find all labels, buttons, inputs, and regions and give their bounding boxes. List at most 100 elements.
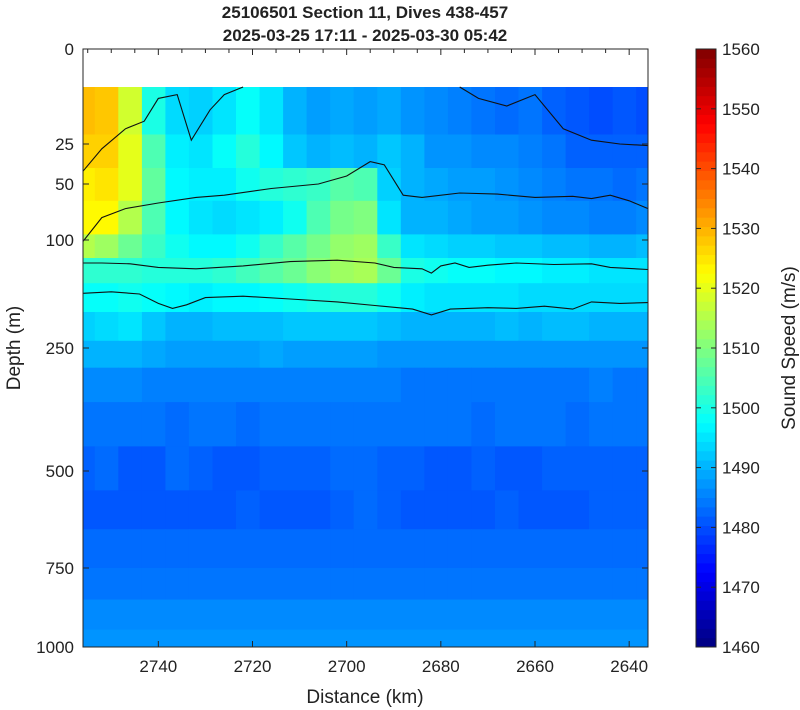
heatmap-cell xyxy=(141,234,166,259)
colorbar-label: Sound Speed (m/s) xyxy=(779,266,800,430)
heatmap-cell xyxy=(495,490,520,530)
heatmap-cell xyxy=(589,340,614,369)
heatmap-cell xyxy=(565,599,590,631)
heatmap-cell xyxy=(330,234,355,259)
x-axis-label: Distance (km) xyxy=(306,687,423,708)
heatmap-cell xyxy=(400,446,425,491)
heatmap-cell xyxy=(212,529,237,569)
heatmap-cell xyxy=(259,340,284,369)
heatmap-cell xyxy=(424,134,449,169)
heatmap-cell xyxy=(353,200,378,235)
heatmap-cell xyxy=(518,200,543,235)
colorbar-segment xyxy=(696,133,716,143)
colorbar-tick-label: 1500 xyxy=(722,399,760,418)
heatmap-cell xyxy=(236,200,261,235)
heatmap-cell xyxy=(518,87,543,136)
heatmap-cell xyxy=(565,200,590,235)
colorbar-segment xyxy=(696,534,716,545)
heatmap-cell xyxy=(165,200,190,235)
colorbar-segment xyxy=(696,572,716,583)
heatmap-cell xyxy=(118,258,143,284)
heatmap-cell xyxy=(259,134,284,169)
heatmap-cell xyxy=(306,283,331,313)
y-tick-label: 250 xyxy=(46,339,74,358)
heatmap-cell xyxy=(165,529,190,569)
heatmap-cell xyxy=(306,367,331,403)
heatmap-cell xyxy=(471,629,496,647)
heatmap-cell xyxy=(424,283,449,313)
heatmap-cell xyxy=(118,367,143,403)
heatmap-cell xyxy=(542,490,567,530)
colorbar-segment xyxy=(696,469,716,480)
heatmap-cell xyxy=(612,312,637,342)
heatmap-cell xyxy=(212,568,237,601)
heatmap-cell xyxy=(330,599,355,631)
colorbar-segment xyxy=(696,348,716,358)
heatmap-cell xyxy=(212,283,237,313)
heatmap-cell xyxy=(471,87,496,136)
heatmap-cell xyxy=(495,402,520,447)
plot-area xyxy=(82,48,649,648)
heatmap-cell xyxy=(165,490,190,530)
heatmap-cell xyxy=(424,446,449,491)
colorbar-segment xyxy=(696,86,716,97)
heatmap-cell xyxy=(636,367,648,403)
heatmap-cell xyxy=(353,134,378,169)
heatmap-cell xyxy=(94,168,119,202)
colorbar-segment xyxy=(696,338,716,349)
heatmap-cell xyxy=(565,258,590,284)
heatmap-cell xyxy=(188,258,213,284)
heatmap-cell xyxy=(636,490,648,530)
heatmap-cell xyxy=(377,568,402,601)
heatmap-cell xyxy=(212,234,237,259)
heatmap-cell xyxy=(636,283,648,313)
colorbar-segment xyxy=(696,263,716,274)
heatmap-cell xyxy=(83,283,96,313)
heatmap-cell xyxy=(283,490,308,530)
heatmap-cell xyxy=(612,283,637,313)
heatmap-cell xyxy=(471,367,496,403)
heatmap-cell xyxy=(377,340,402,369)
heatmap-cell xyxy=(612,134,637,169)
heatmap-cell xyxy=(495,134,520,169)
heatmap-cell xyxy=(283,599,308,631)
heatmap-cell xyxy=(377,402,402,447)
heatmap-cell xyxy=(400,402,425,447)
heatmap-cell xyxy=(400,367,425,403)
heatmap-cell xyxy=(518,340,543,369)
heatmap-cell xyxy=(424,200,449,235)
heatmap-cell xyxy=(400,200,425,235)
heatmap-cell xyxy=(188,234,213,259)
colorbar-segment xyxy=(696,58,716,69)
heatmap-cell xyxy=(495,234,520,259)
colorbar-segment xyxy=(696,273,716,284)
colorbar-segment xyxy=(696,600,716,611)
x-tick-label: 2680 xyxy=(422,657,460,676)
heatmap-cell xyxy=(118,168,143,202)
heatmap-cell xyxy=(330,200,355,235)
heatmap-cell xyxy=(94,599,119,631)
colorbar-segment xyxy=(696,497,716,508)
heatmap-cell xyxy=(165,283,190,313)
heatmap-cell xyxy=(306,446,331,491)
heatmap-cell xyxy=(424,258,449,284)
heatmap-cell xyxy=(83,629,96,647)
heatmap-cell xyxy=(306,312,331,342)
heatmap-cell xyxy=(636,340,648,369)
heatmap-cell xyxy=(589,234,614,259)
heatmap-cell xyxy=(236,568,261,601)
heatmap-cell xyxy=(259,367,284,403)
heatmap-cell xyxy=(212,446,237,491)
heatmap-cell xyxy=(118,134,143,169)
heatmap-cell xyxy=(542,629,567,647)
heatmap-cell xyxy=(236,402,261,447)
heatmap-cell xyxy=(330,340,355,369)
heatmap-cell xyxy=(447,529,472,569)
heatmap-cell xyxy=(283,168,308,202)
heatmap-cell xyxy=(118,490,143,530)
heatmap-cell xyxy=(377,446,402,491)
heatmap-cell xyxy=(141,446,166,491)
colorbar-segment xyxy=(696,282,716,293)
heatmap-cell xyxy=(424,312,449,342)
